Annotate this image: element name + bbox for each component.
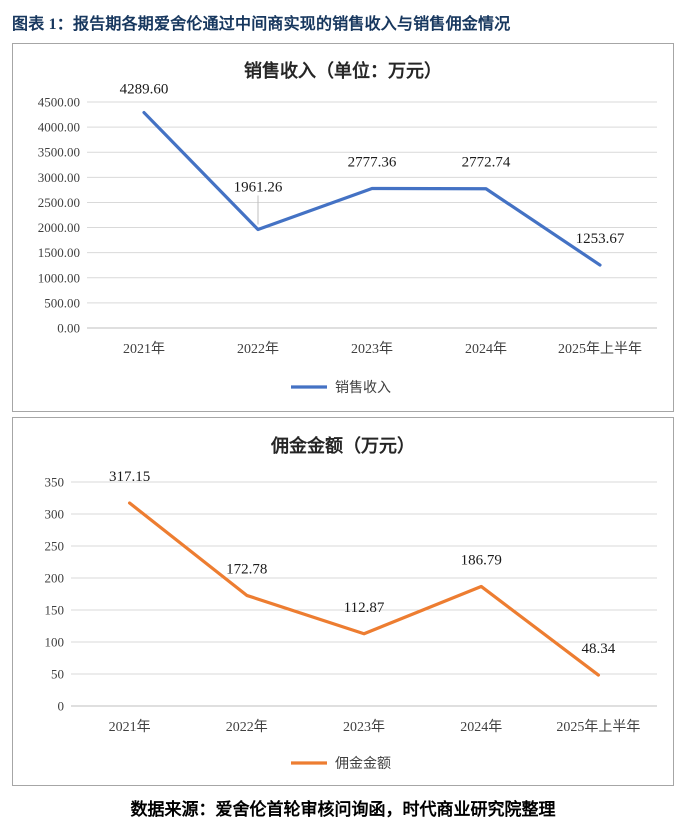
legend-label: 佣金金额 [335, 756, 391, 772]
y-tick-label: 1500.00 [38, 245, 80, 260]
x-category-label: 2021年 [123, 341, 165, 357]
y-tick-label: 3500.00 [38, 145, 80, 160]
data-label: 2777.36 [348, 155, 397, 171]
revenue-chart-panel: 销售收入（单位：万元） 0.00 500.00 1000.00 1500.00 2000.… [12, 43, 674, 412]
y-tick-label: 0.00 [57, 321, 80, 336]
series-line [127, 501, 601, 677]
x-category-label: 2022年 [237, 341, 279, 357]
x-category-label: 2023年 [343, 719, 385, 735]
y-tick-label: 3000.00 [38, 170, 80, 185]
data-label: 112.87 [344, 600, 385, 616]
data-source-note: 数据来源：爱舍伦首轮审核问询函，时代商业研究院整理 [130, 800, 556, 819]
y-tick-label: 2000.00 [38, 220, 80, 235]
data-label: 48.34 [582, 641, 616, 657]
y-tick-label: 250 [45, 539, 65, 554]
data-label: 1253.67 [576, 231, 625, 247]
y-tick-label: 2500.00 [38, 195, 80, 210]
x-category-label: 2025年上半年 [556, 719, 640, 735]
data-label: 2772.74 [462, 155, 511, 171]
x-category-label: 2024年 [460, 719, 502, 735]
x-category-label: 2024年 [465, 341, 507, 357]
y-tick-label: 1000.00 [38, 270, 80, 285]
data-label: 317.15 [109, 469, 150, 485]
figure-title: 图表 1：报告期各期爱舍伦通过中间商实现的销售收入与销售佣金情况 [12, 16, 511, 33]
data-label: 186.79 [461, 552, 502, 568]
y-tick-label: 350 [45, 475, 65, 490]
y-tick-label: 500.00 [44, 295, 80, 310]
y-tick-label: 100 [45, 635, 65, 650]
x-category-label: 2025年上半年 [558, 341, 642, 357]
data-label: 4289.60 [120, 82, 169, 98]
y-tick-label: 50 [51, 667, 64, 682]
y-tick-label: 0 [58, 699, 65, 714]
chart-title: 佣金金额（万元） [270, 435, 415, 456]
data-label: 1961.26 [234, 180, 283, 196]
legend-label: 销售收入 [335, 380, 391, 396]
commission-chart-panel: 佣金金额（万元） 0 50 100 150 200 250 300 350 2021年 2022年 2… [12, 417, 674, 786]
data-label: 172.78 [226, 561, 267, 577]
y-tick-label: 150 [45, 603, 65, 618]
x-category-label: 2021年 [109, 719, 151, 735]
commission-line-chart: 佣金金额（万元） 0 50 100 150 200 250 300 350 2021年 2022年 2… [45, 435, 657, 772]
y-tick-label: 4000.00 [38, 120, 80, 135]
y-tick-label: 4500.00 [38, 95, 80, 110]
y-tick-label: 300 [45, 507, 65, 522]
y-tick-label: 200 [45, 571, 65, 586]
x-category-label: 2022年 [226, 719, 268, 735]
chart-title: 销售收入（单位：万元） [244, 60, 442, 81]
x-category-label: 2023年 [351, 341, 393, 357]
revenue-line-chart: 销售收入（单位：万元） 0.00 500.00 1000.00 1500.00 2000.… [38, 60, 657, 396]
series-line [142, 110, 602, 267]
